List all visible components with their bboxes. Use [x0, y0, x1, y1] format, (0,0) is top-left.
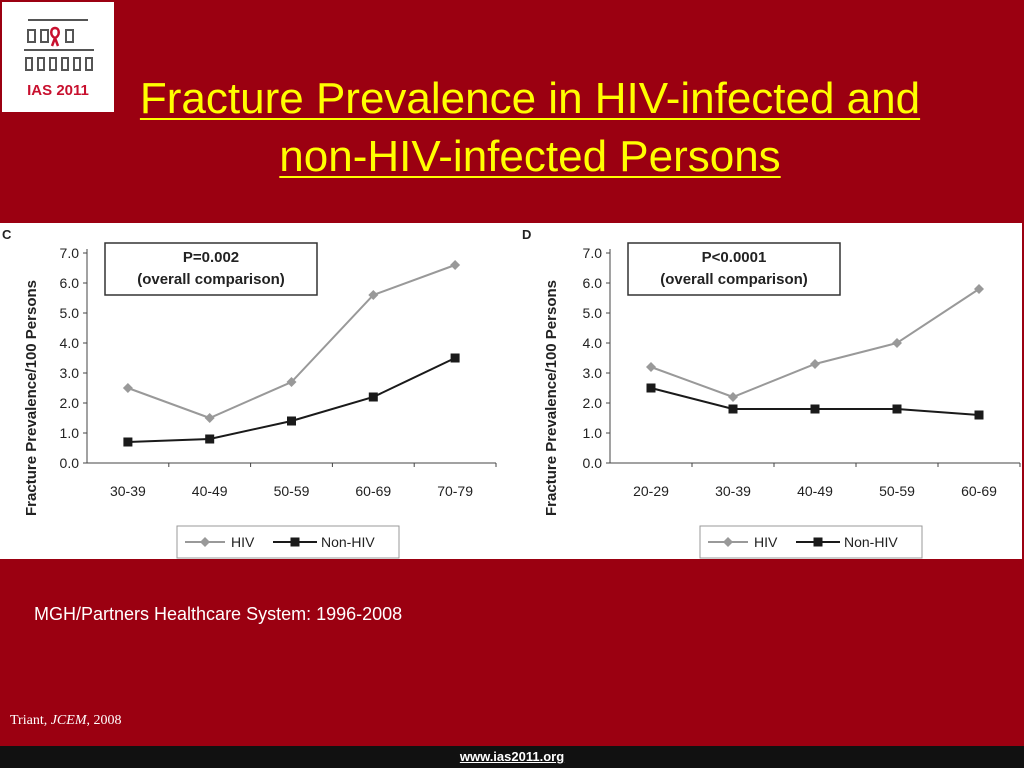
chart-d-hiv-point: [892, 338, 902, 348]
footer-url-link[interactable]: www.ias2011.org: [459, 749, 565, 764]
chart-c-y-tick-label: 7.0: [60, 245, 80, 261]
charts-canvas: C Fracture Prevalence/100 Persons 0.0 1.0 2.…: [2, 227, 1021, 559]
chart-c-legend-non-hiv-marker: [290, 537, 300, 547]
chart-c-hiv-point: [122, 383, 133, 393]
chart-d-legend-hiv-label: HIV: [754, 534, 778, 550]
chart-c-annotation-line: (overall comparison): [137, 271, 285, 288]
slide-title: Fracture Prevalence in HIV-infected and …: [139, 74, 921, 181]
chart-d-x-tick-label: 40-49: [797, 483, 833, 499]
chart-d-annotation-box: [627, 242, 841, 296]
chart-d-x-tick-label: 20-29: [633, 483, 669, 499]
chart-d-non-hiv-point: [646, 383, 656, 393]
chart-d-y-axis-label: Fracture Prevalence/100 Persons: [543, 280, 560, 516]
chart-c-x-tick-label: 40-49: [192, 483, 228, 499]
chart-c-y-tick-label: 3.0: [60, 365, 80, 381]
chart-c-legend-non-hiv-label: Non-HIV: [321, 534, 375, 550]
chart-c-series-line-non-hiv: [127, 357, 456, 443]
chart-c-y-tick-label: 1.0: [60, 425, 80, 441]
chart-c-y-tick-label: 2.0: [60, 395, 80, 411]
chart-c-y-tick-label: 0.0: [60, 455, 80, 471]
chart-d-non-hiv-point: [974, 410, 984, 420]
chart-d-y-tick-label: 3.0: [583, 365, 603, 381]
chart-d-non-hiv-point: [810, 404, 820, 414]
chart-c-legend-hiv-label: HIV: [231, 534, 255, 550]
chart-d-y-tick-label: 1.0: [583, 425, 603, 441]
chart-c-x-tick-label: 50-59: [274, 483, 310, 499]
chart-d-panel-label: D: [522, 227, 531, 242]
chart-c-non-hiv-point: [287, 416, 296, 426]
chart-c-x-tick-label: 30-39: [110, 483, 146, 499]
chart-c-annotation-box: [104, 242, 318, 296]
chart-d-legend-non-hiv-marker: [813, 537, 823, 547]
chart-d-y-tick-label: 7.0: [583, 245, 603, 261]
chart-d-y-tick-label: 6.0: [583, 275, 603, 291]
chart-c-legend-hiv-marker: [200, 537, 210, 547]
chart-c-panel-label: C: [2, 227, 12, 242]
chart-d-non-hiv-point: [728, 404, 738, 414]
chart-c-y-tick-label: 5.0: [60, 305, 80, 321]
chart-c-y-axis-label: Fracture Prevalence/100 Persons: [23, 280, 40, 516]
logo-text: IAS 2011: [27, 82, 89, 99]
chart-c-hiv-point: [450, 260, 461, 270]
chart-c-x-tick-label: 60-69: [355, 483, 391, 499]
data-source-caption: MGH/Partners Healthcare System: 1996-200…: [34, 604, 403, 624]
chart-c-hiv-point: [368, 290, 379, 300]
chart-panel: C Fracture Prevalence/100 Persons 0.0 1.0 2.…: [0, 223, 1022, 559]
chart-c-annotation-line: P=0.002: [183, 249, 239, 266]
ias-logo: IAS 2011: [2, 2, 114, 112]
chart-d-hiv-point: [728, 392, 738, 402]
chart-d-annotation-line: (overall comparison): [660, 271, 808, 288]
chart-d-hiv-point: [974, 284, 984, 294]
citation-author: Triant,: [10, 713, 51, 728]
footer-bar: www.ias2011.org: [0, 746, 1024, 768]
chart-c-hiv-point: [286, 377, 297, 387]
chart-d-y-tick-label: 4.0: [583, 335, 603, 351]
chart-d-annotation-line: P<0.0001: [702, 249, 767, 266]
chart-d-y-tick-label: 0.0: [583, 455, 603, 471]
colosseum-icon: [24, 19, 94, 71]
chart-d-hiv-point: [810, 359, 820, 369]
chart-d-y-tick-label: 5.0: [583, 305, 603, 321]
chart-c-hiv-point: [204, 413, 215, 423]
chart-c-non-hiv-point: [205, 434, 215, 444]
chart-d-hiv-point: [646, 362, 656, 372]
chart-c-non-hiv-point: [368, 392, 378, 402]
chart-c-x-tick-label: 70-79: [437, 483, 473, 499]
chart-d-non-hiv-point: [892, 404, 902, 414]
chart-d-legend-hiv-marker: [723, 537, 733, 547]
chart-c-y-tick-label: 6.0: [60, 275, 80, 291]
chart-d-x-tick-label: 30-39: [715, 483, 751, 499]
chart-c-non-hiv-point: [123, 437, 133, 447]
chart-c-non-hiv-point: [450, 353, 460, 363]
chart-c-y-tick-label: 4.0: [60, 335, 80, 351]
chart-d-x-tick-label: 60-69: [961, 483, 997, 499]
citation-journal: JCEM: [50, 713, 87, 728]
chart-d-y-tick-label: 2.0: [583, 395, 603, 411]
citation-year: , 2008: [86, 713, 122, 728]
chart-d-legend-non-hiv-label: Non-HIV: [844, 534, 898, 550]
chart-d-x-tick-label: 50-59: [879, 483, 915, 499]
chart-d-series-line-hiv: [650, 288, 980, 399]
citation: Triant, JCEM, 2008: [10, 713, 121, 729]
